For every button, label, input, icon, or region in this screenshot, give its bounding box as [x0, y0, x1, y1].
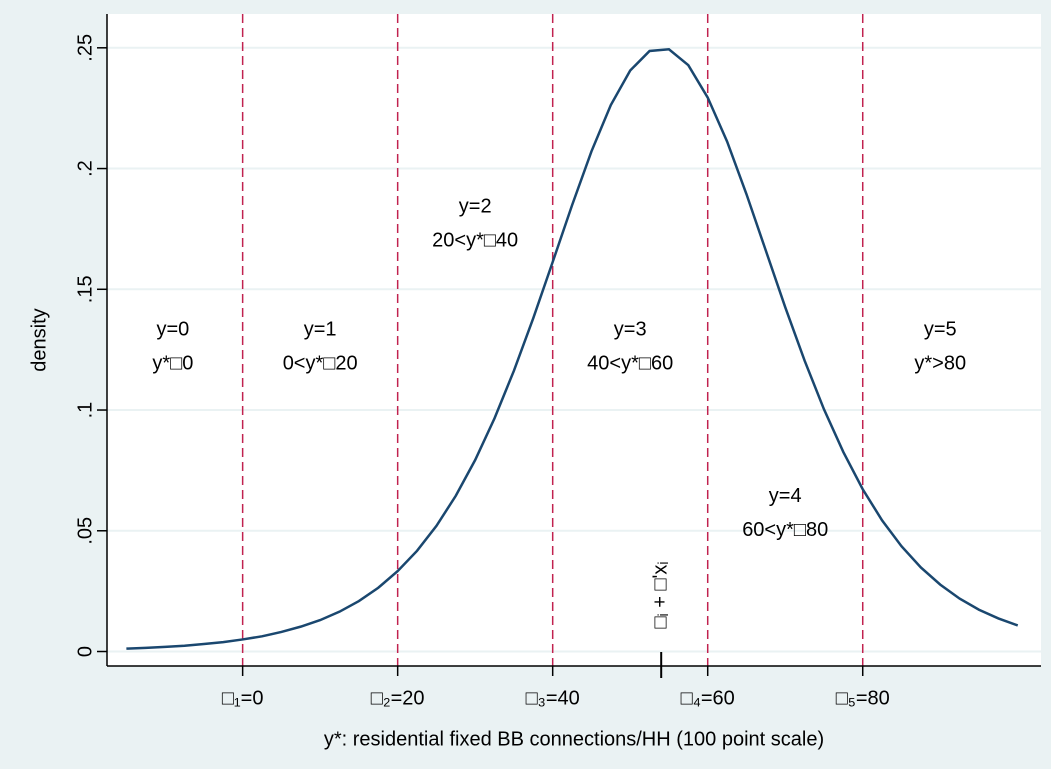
region-label: y=2 — [459, 195, 492, 217]
x-tick-label: □₄=60 — [681, 687, 735, 709]
y-tick-label: .15 — [74, 275, 96, 303]
x-tick-label: □₅=80 — [836, 687, 890, 709]
x-tick-label: □₂=20 — [371, 687, 425, 709]
y-tick-label: .25 — [74, 34, 96, 62]
plot-area — [107, 14, 1041, 666]
region-label: y=1 — [304, 319, 337, 341]
region-condition: 20<y*□40 — [432, 229, 518, 251]
region-condition: 0<y*□20 — [283, 353, 358, 375]
x-tick-label: □₁=0 — [222, 687, 264, 709]
region-condition: y*>80 — [914, 353, 966, 375]
density-curve — [126, 47, 1019, 650]
y-tick-label: .2 — [74, 160, 96, 177]
region-label: y=0 — [156, 319, 189, 341]
x-axis-title: y*: residential fixed BB connections/HH … — [324, 728, 824, 750]
y-tick-label: .05 — [74, 517, 96, 545]
y-tick-label: 0 — [74, 646, 96, 657]
x-tick-label: □₃=40 — [526, 687, 580, 709]
region-condition: 40<y*□60 — [587, 353, 673, 375]
region-condition: 60<y*□80 — [742, 519, 828, 541]
region-label: y=5 — [924, 319, 957, 341]
region-label: y=3 — [614, 319, 647, 341]
region-condition: y*□0 — [152, 353, 193, 375]
y-axis-title: density — [28, 308, 50, 371]
region-label: y=4 — [769, 485, 802, 507]
annotation: □ᵢ + □'xᵢ — [649, 561, 671, 628]
y-tick-label: .1 — [74, 402, 96, 419]
